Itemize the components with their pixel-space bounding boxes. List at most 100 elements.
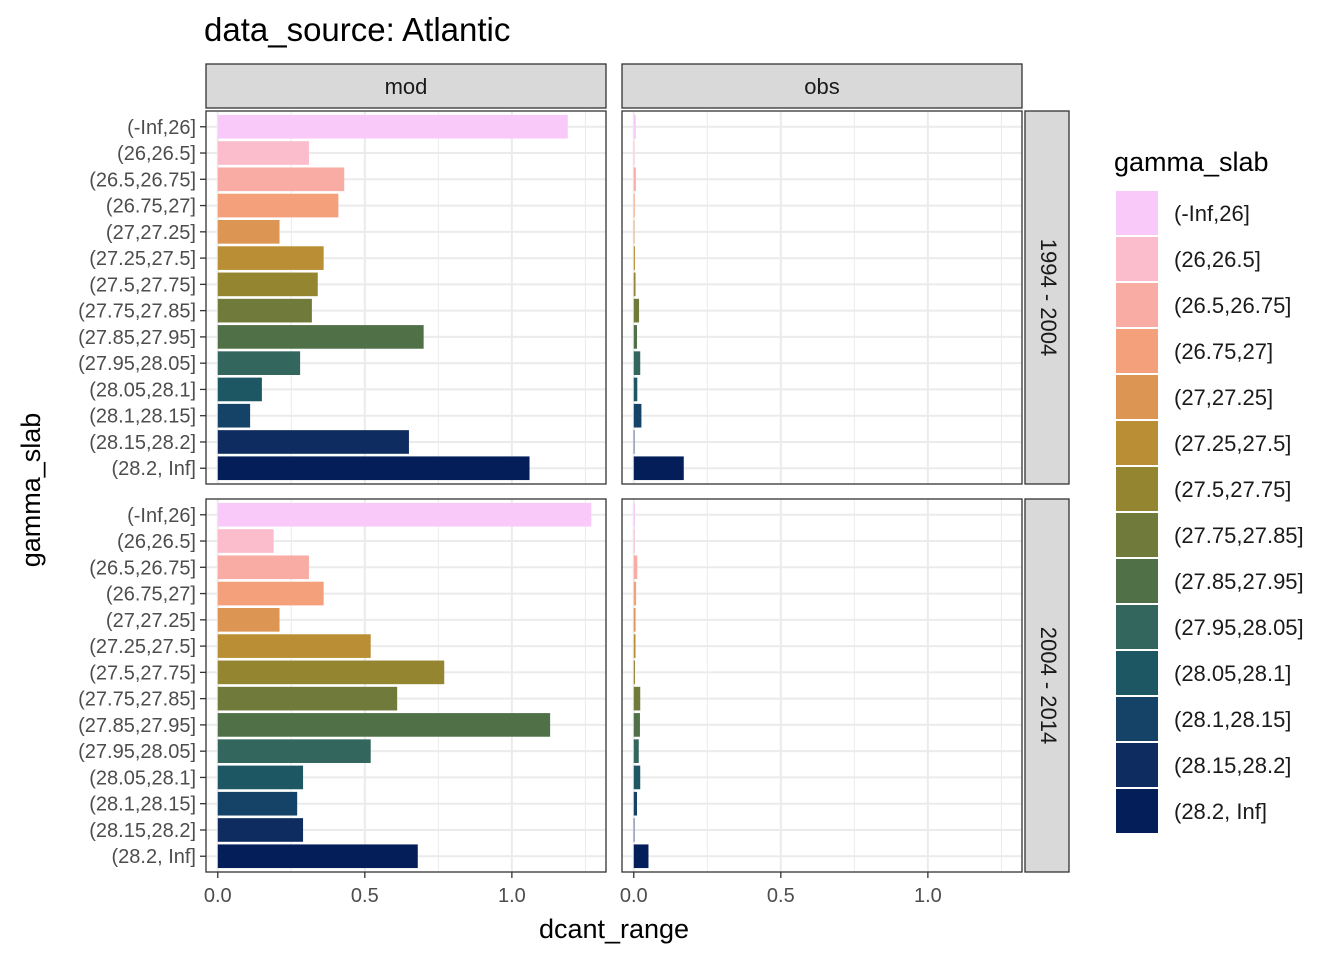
x-axis-title: dcant_range — [539, 914, 689, 944]
y-tick-label: (28.15,28.2] — [89, 432, 196, 454]
y-tick-label: (27.5,27.75] — [89, 274, 196, 296]
y-tick-label: (28.05,28.1] — [89, 767, 196, 789]
facet-strip-label-row-2004-2014: 2004 - 2014 — [1036, 627, 1061, 744]
bar — [217, 403, 251, 428]
bar — [633, 529, 635, 553]
bar — [633, 634, 636, 658]
panel-obs-2004-2014: 0.0 0.5 1.0 — [620, 498, 1023, 907]
bar — [217, 713, 551, 737]
bar — [633, 844, 649, 869]
facet-strip-row-2004-2014 — [1024, 498, 1070, 873]
bar — [633, 713, 640, 737]
y-tick-label: (27,27.25] — [106, 610, 196, 632]
y-tick-label: (27.85,27.95] — [78, 715, 196, 737]
y-tick-label: (26,26.5] — [117, 143, 196, 165]
bar — [217, 502, 592, 527]
bar — [217, 272, 318, 297]
y-axis-title: gamma_slab — [16, 413, 46, 568]
x-tick-label: 1.0 — [914, 885, 942, 907]
bar — [633, 430, 635, 454]
x-tick-label: 1.0 — [498, 885, 526, 907]
bar — [633, 377, 638, 402]
panel-border — [621, 110, 1023, 485]
bar — [217, 430, 409, 454]
legend-key — [1116, 605, 1158, 649]
legend-label: (27.5,27.75] — [1174, 477, 1291, 502]
legend-key — [1116, 375, 1158, 419]
y-tick-label: (28.1,28.15] — [89, 794, 196, 816]
bar — [633, 791, 637, 816]
y-tick-label: (27.25,27.5] — [89, 248, 196, 270]
bar — [217, 739, 371, 763]
legend-key — [1116, 421, 1158, 465]
legend-key — [1116, 789, 1158, 833]
bar — [217, 456, 530, 481]
chart-title: data_source: Atlantic — [204, 11, 510, 48]
y-tick-label: (27.85,27.95] — [78, 327, 196, 349]
legend-key — [1116, 467, 1158, 511]
y-tick-label: (27.75,27.85] — [78, 301, 196, 323]
x-tick-label: 0.0 — [204, 885, 232, 907]
bar — [217, 581, 324, 606]
bar — [633, 403, 642, 428]
panel-mod-1994-2004: (-Inf,26] (26,26.5] (26.5,26.75] (26.75,27]… — [78, 110, 607, 485]
bar — [633, 555, 638, 580]
bar — [217, 193, 339, 218]
legend-key — [1116, 329, 1158, 373]
legend-key — [1116, 651, 1158, 695]
y-tick-label: (27.5,27.75] — [89, 662, 196, 684]
bar — [217, 167, 345, 192]
legend: gamma_slab (-Inf,26] (26,26.5] (26.5,26.75… — [1114, 147, 1304, 833]
y-tick-label: (26.75,27] — [106, 196, 196, 218]
panel-background — [622, 499, 1022, 872]
legend-key — [1116, 559, 1158, 603]
y-tick-label: (28.1,28.15] — [89, 406, 196, 428]
facet-strip-label-obs: obs — [804, 74, 839, 99]
legend-key — [1116, 697, 1158, 741]
legend-label: (28.05,28.1] — [1174, 661, 1291, 686]
y-tick-label: (27,27.25] — [106, 222, 196, 244]
bar — [217, 818, 304, 842]
bar — [217, 325, 424, 349]
y-tick-label: (26.5,26.75] — [89, 557, 196, 579]
bar — [633, 581, 637, 606]
legend-label: (26.75,27] — [1174, 339, 1273, 364]
facet-strip-label-row-1994-2004: 1994 - 2004 — [1036, 239, 1061, 356]
bar — [633, 739, 639, 763]
bar — [633, 608, 636, 632]
bar — [217, 377, 262, 402]
bar — [217, 791, 298, 816]
y-tick-label: (-Inf,26] — [127, 117, 196, 139]
bar — [633, 193, 635, 218]
bar — [633, 660, 635, 685]
facet-panels: mod obs 1994 - 2004 2004 - 2014 (-Inf,26] (26… — [78, 63, 1070, 907]
facet-strip-label-mod: mod — [385, 74, 428, 99]
legend-label: (28.15,28.2] — [1174, 753, 1291, 778]
y-tick-label: (27.25,27.5] — [89, 636, 196, 658]
bar — [217, 634, 371, 658]
y-tick-label: (28.2, Inf] — [112, 846, 197, 868]
y-tick-label: (28.05,28.1] — [89, 379, 196, 401]
facet-strip-row-1994-2004 — [1024, 110, 1070, 485]
bar — [633, 502, 635, 527]
bar — [217, 298, 312, 323]
bar — [633, 167, 636, 192]
bar — [217, 765, 304, 790]
y-tick-label: (27.95,28.05] — [78, 353, 196, 375]
bar — [217, 114, 568, 139]
legend-label: (28.2, Inf] — [1174, 799, 1267, 824]
y-tick-label: (26,26.5] — [117, 531, 196, 553]
bar — [633, 114, 636, 139]
bar — [633, 686, 641, 711]
panel-background — [206, 111, 606, 484]
bar — [217, 608, 280, 632]
y-tick-label: (26.75,27] — [106, 584, 196, 606]
y-tick-label: (26.5,26.75] — [89, 169, 196, 191]
y-tick-label: (27.75,27.85] — [78, 689, 196, 711]
bar — [217, 529, 274, 553]
x-tick-label: 0.5 — [351, 885, 379, 907]
bar — [217, 686, 398, 711]
y-tick-label: (27.95,28.05] — [78, 741, 196, 763]
legend-label: (26.5,26.75] — [1174, 293, 1291, 318]
